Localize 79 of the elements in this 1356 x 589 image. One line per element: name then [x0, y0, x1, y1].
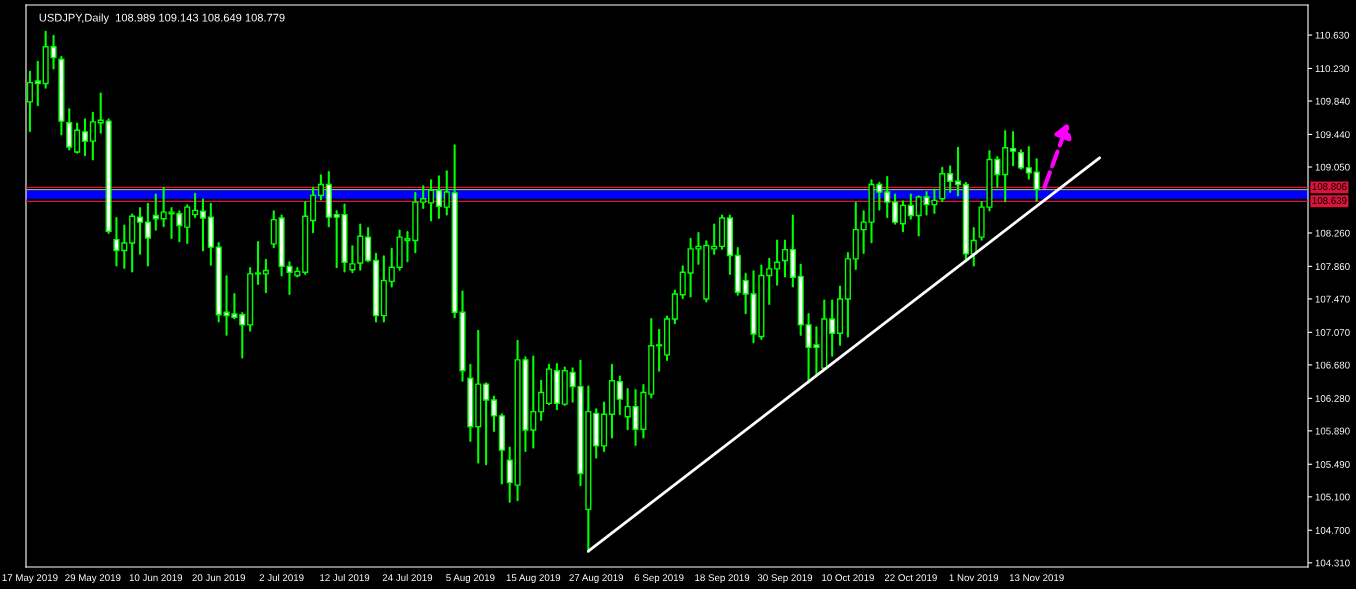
candlestick	[34, 60, 41, 107]
candlestick	[81, 118, 89, 157]
candlestick	[1010, 130, 1017, 167]
candlestick	[766, 257, 773, 305]
y-tick-label: 107.470	[1315, 295, 1350, 303]
candlestick	[365, 226, 372, 263]
text: USDJPY,Daily 108.989 109.143 108.649 108.779	[39, 13, 285, 24]
candlestick	[26, 70, 33, 133]
candlestick	[774, 239, 781, 286]
y-tick-label: 107.070	[1315, 329, 1350, 336]
candlestick	[435, 175, 442, 219]
candlestick	[1017, 149, 1024, 170]
y-tick-label: 108.260	[1315, 229, 1350, 237]
x-tick-label: 13 Nov 2019	[1009, 574, 1064, 582]
candlestick	[829, 299, 836, 357]
candlestick	[538, 379, 545, 422]
x-tick-label: 15 Aug 2019	[506, 574, 561, 584]
candlestick	[388, 247, 395, 288]
candlestick	[192, 192, 199, 219]
candlestick	[144, 202, 151, 267]
x-tick-label: 12 Jul 2019	[320, 573, 370, 582]
x-tick-label: 30 Sep 2019	[757, 574, 813, 584]
x-tick-label: 10 Oct 2019	[822, 574, 874, 582]
candlestick	[884, 175, 891, 219]
y-tick-label: 105.490	[1315, 461, 1350, 468]
candlestick	[427, 179, 435, 222]
x-tick-label: 24 Jul 2019	[382, 573, 433, 582]
x-tick-label: 17 May 2019	[2, 574, 58, 584]
candlestick	[443, 170, 450, 216]
candlestick	[199, 198, 207, 252]
candlestick	[506, 446, 513, 503]
candlestick	[262, 258, 269, 294]
candlestick	[490, 395, 498, 432]
candlestick	[616, 375, 623, 416]
x-tick-label: 18 Sep 2019	[695, 574, 750, 584]
candlestick	[679, 265, 686, 300]
candlestick	[1033, 158, 1040, 202]
y-tick-label: 110.230	[1315, 65, 1349, 73]
candlestick	[254, 241, 262, 285]
candlestick	[892, 193, 899, 225]
candlestick	[349, 245, 356, 274]
candlestick	[656, 328, 663, 372]
candlestick	[420, 185, 427, 209]
x-tick-label: 5 Aug 2019	[446, 574, 495, 584]
candlestick	[483, 382, 490, 466]
candlestick	[74, 122, 81, 154]
candlestick	[89, 111, 96, 161]
x-tick-label: 2 Jul 2019	[259, 573, 304, 582]
y-tick-label: 104.310	[1315, 559, 1350, 567]
y-tick-label: 105.890	[1315, 427, 1350, 435]
x-tick-label: 10 Jun 2019	[129, 574, 183, 582]
y-tick-label: 106.280	[1315, 395, 1350, 402]
x-tick-label: 1 Nov 2019	[949, 574, 999, 582]
candlestick	[136, 206, 144, 255]
ref-line-label: 108.806	[1312, 183, 1347, 190]
x-tick-label: 6 Sep 2019	[634, 574, 684, 584]
candlestick	[317, 174, 324, 201]
y-tick-label: 110.630	[1315, 31, 1349, 39]
candlestick	[907, 193, 914, 220]
y-tick-label: 105.100	[1315, 493, 1350, 501]
candlestick	[711, 223, 718, 255]
candlestick	[184, 204, 191, 245]
candlestick	[899, 200, 907, 233]
x-tick-label: 20 Jun 2019	[192, 574, 245, 582]
ref-line-label: 108.639	[1312, 197, 1347, 204]
candlestick	[947, 165, 954, 194]
y-tick-label: 109.050	[1315, 163, 1350, 171]
x-tick-label: 27 Aug 2019	[569, 574, 624, 584]
candlestick	[781, 239, 789, 278]
candlestick	[1025, 145, 1032, 180]
y-tick-label: 107.860	[1315, 263, 1350, 270]
y-tick-label: 109.840	[1315, 97, 1350, 105]
candlestick	[530, 355, 537, 449]
candlestick	[239, 312, 246, 359]
y-tick-label: 109.440	[1315, 131, 1350, 139]
x-tick-label: 29 May 2019	[65, 574, 121, 584]
y-tick-label: 104.700	[1315, 526, 1350, 534]
x-tick-label: 22 Oct 2019	[884, 574, 937, 582]
y-tick-label: 106.680	[1315, 361, 1350, 369]
